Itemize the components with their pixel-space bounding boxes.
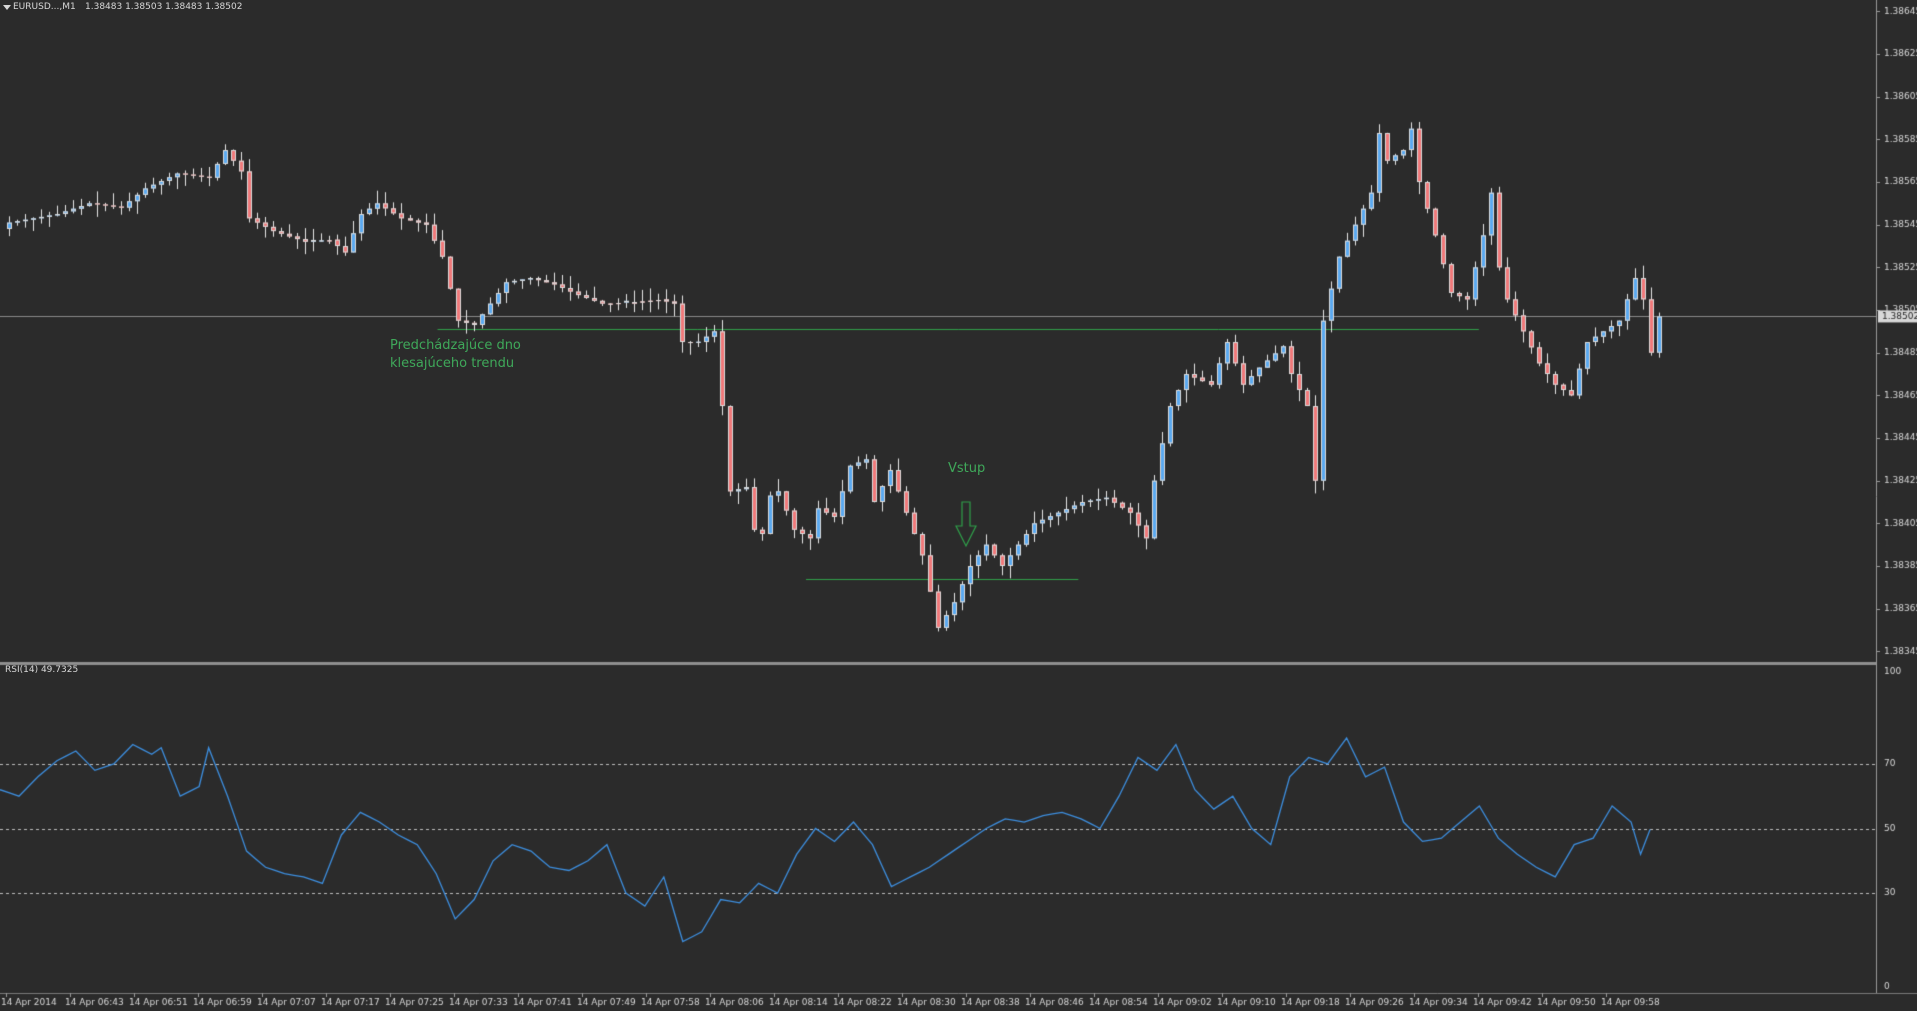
symbol-dropdown-icon[interactable] [3,5,11,10]
annotation-line-2: klesajúceho trendu [390,356,515,371]
chart-ohlc: 1.38483 1.38503 1.38483 1.38502 [85,2,243,12]
annotation-line-1: Predchádzajúce dno [390,338,521,353]
annotation-previous-bottom: Predchádzajúce dno klesajúceho trendu [390,337,521,373]
annotation-entry: Vstup [948,461,986,476]
chart-symbol: EURUSD...,M1 [13,2,76,12]
rsi-label: RSI(14) 49.7325 [5,665,79,675]
